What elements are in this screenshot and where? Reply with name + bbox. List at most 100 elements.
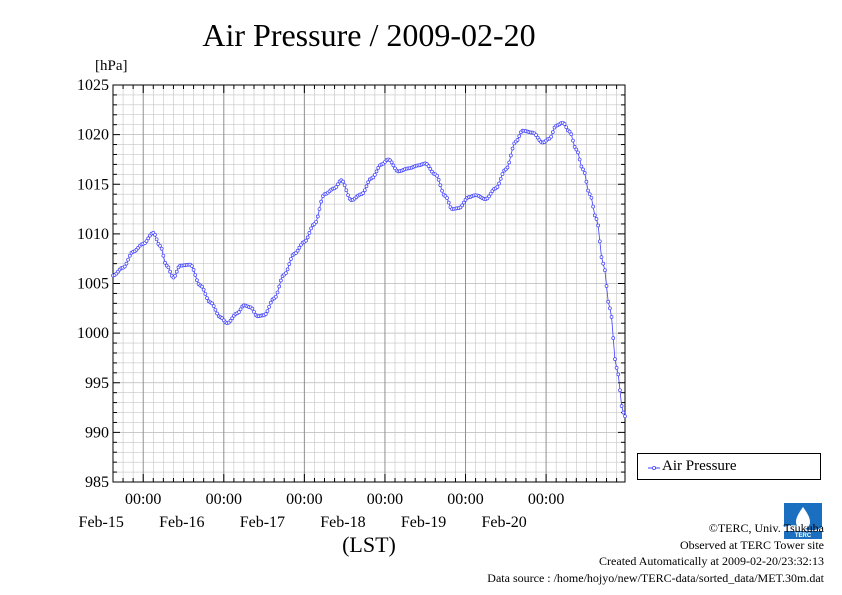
data-point: [289, 257, 293, 261]
data-point: [500, 172, 505, 176]
data-point: [158, 243, 162, 248]
data-point: [567, 129, 572, 134]
data-point: [608, 306, 612, 311]
data-point: [611, 336, 616, 340]
data-point: [574, 147, 579, 152]
data-point: [344, 188, 349, 193]
legend: Air Pressure: [637, 453, 821, 480]
data-point: [597, 239, 602, 244]
data-point: [376, 166, 381, 170]
data-point: [297, 245, 302, 250]
data-point: [515, 138, 520, 142]
data-point: [619, 404, 624, 408]
data-point: [173, 273, 177, 278]
data-point: [589, 195, 594, 200]
data-point: [309, 226, 313, 231]
data-point: [284, 271, 288, 276]
data-point: [201, 287, 206, 292]
data-point: [592, 213, 597, 218]
data-point: [174, 269, 179, 274]
credits: ©TERC, Univ. Tsukuba Observed at TERC To…: [487, 520, 824, 586]
x-tick-label-date: Feb-19: [401, 514, 446, 531]
data-point: [436, 177, 441, 182]
data-point: [596, 223, 600, 228]
y-tick-label: 995: [85, 375, 109, 392]
y-tick-label: 990: [85, 424, 109, 441]
data-point: [577, 157, 582, 162]
data-point: [435, 173, 439, 178]
data-point: [317, 207, 322, 211]
data-point: [613, 357, 617, 361]
data-point: [606, 299, 611, 304]
credit-created: Created Automatically at 2009-02-20/23:3…: [599, 554, 824, 568]
terc-logo: TERC: [784, 503, 822, 539]
data-point: [127, 253, 132, 258]
data-point: [581, 167, 585, 172]
data-point: [126, 257, 130, 262]
credit-copyright: ©TERC, Univ. Tsukuba: [708, 521, 824, 535]
data-point: [305, 235, 310, 240]
x-tick-label-date: Feb-20: [481, 514, 526, 531]
data-point: [426, 164, 431, 168]
data-point: [587, 192, 592, 197]
data-point: [371, 175, 376, 180]
data-point: [460, 203, 465, 208]
data-point: [159, 246, 164, 251]
plot-frame: [112, 84, 626, 483]
legend-label: Air Pressure: [662, 458, 737, 474]
x-tick-label-time: 00:00: [447, 491, 483, 508]
data-point: [549, 134, 553, 139]
data-point: [603, 268, 607, 273]
y-tick-label: 1005: [77, 276, 109, 293]
data-point: [621, 410, 626, 415]
y-tick-label: 1020: [77, 127, 109, 144]
data-point: [346, 193, 350, 198]
data-point: [488, 191, 493, 196]
data-point: [334, 185, 339, 189]
data-point: [154, 237, 159, 242]
x-tick-label-time: 00:00: [286, 491, 322, 508]
data-point: [203, 292, 208, 296]
data-point: [616, 372, 621, 377]
data-point: [304, 238, 308, 243]
data-point: [498, 176, 503, 181]
y-tick-label: 1000: [77, 325, 109, 342]
data-point: [215, 311, 219, 316]
data-point: [569, 132, 574, 137]
data-point: [586, 188, 590, 193]
data-point: [362, 188, 367, 193]
data-point: [509, 153, 513, 158]
series-line: [112, 122, 626, 417]
data-point: [336, 182, 340, 187]
data-point: [618, 388, 622, 393]
x-tick-label-date: Feb-18: [320, 514, 365, 531]
data-point: [562, 122, 567, 126]
data-point: [535, 135, 540, 140]
x-axis-label: (LST): [342, 532, 396, 557]
data-point: [572, 145, 577, 149]
data-point: [497, 181, 501, 186]
data-point: [361, 191, 365, 195]
data-point: [210, 301, 214, 306]
data-point: [163, 260, 167, 265]
data-point: [534, 133, 538, 137]
data-point: [495, 185, 500, 189]
data-point: [582, 171, 587, 175]
data-point: [571, 138, 575, 143]
x-tick-label-date: Feb-15: [79, 514, 124, 531]
data-point: [564, 125, 569, 130]
data-point: [285, 267, 290, 272]
data-point: [279, 278, 283, 283]
data-point: [391, 163, 396, 168]
data-point: [124, 261, 129, 266]
svg-text:TERC: TERC: [795, 533, 812, 539]
data-point: [161, 253, 166, 258]
data-point: [319, 199, 324, 204]
data-point: [252, 309, 256, 314]
data-point: [228, 318, 233, 323]
data-point: [166, 265, 171, 270]
data-point: [604, 284, 609, 288]
legend-swatch: [648, 466, 660, 470]
data-point: [295, 248, 300, 253]
